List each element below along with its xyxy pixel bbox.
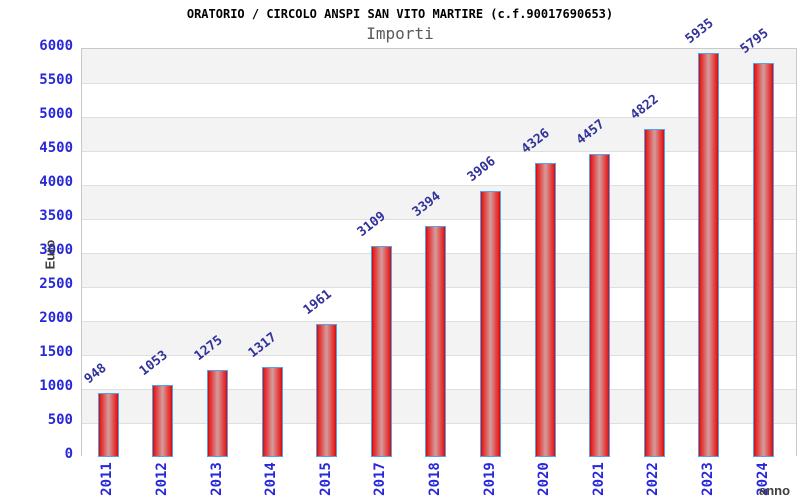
y-axis-tick-label: 2500	[39, 276, 73, 292]
y-axis-tick-label: 6000	[39, 38, 73, 54]
x-axis-tick-text: 2013	[209, 462, 225, 496]
gridline	[82, 219, 796, 220]
x-axis-tick-text: 2011	[99, 462, 115, 496]
bar	[152, 385, 173, 457]
x-axis-tick-text: 2018	[427, 462, 443, 496]
bar	[262, 367, 283, 457]
grid-band	[82, 49, 796, 83]
grid-band	[82, 83, 796, 117]
y-axis-tick-label: 5500	[39, 72, 73, 88]
bar	[644, 129, 665, 457]
y-axis-tick-label: 2000	[39, 310, 73, 326]
bar	[753, 62, 774, 457]
y-axis-tick-label: 5000	[39, 106, 73, 122]
x-axis-title: anno	[759, 483, 791, 498]
bar	[425, 226, 446, 457]
y-axis-tick-label: 1500	[39, 344, 73, 360]
y-axis-tick-label: 4500	[39, 140, 73, 156]
x-axis-tick-label: 2011	[90, 459, 124, 499]
x-axis-tick-label: 2020	[527, 459, 561, 499]
bar	[316, 323, 337, 457]
x-axis-tick-label: 2018	[418, 459, 452, 499]
y-axis-tick-label: 0	[64, 446, 73, 462]
x-axis-tick-label: 2021	[582, 459, 616, 499]
x-axis-tick-label: 2014	[254, 459, 288, 499]
y-axis-tick-label: 1000	[39, 378, 73, 394]
gridline	[82, 151, 796, 152]
x-axis-tick-text: 2019	[482, 462, 498, 496]
bar	[698, 53, 719, 457]
grid-band	[82, 185, 796, 219]
bar	[371, 245, 392, 457]
y-axis-title: Euro	[42, 239, 58, 269]
x-axis-tick-label: 2023	[691, 459, 725, 499]
y-axis-tick-label: 500	[47, 412, 73, 428]
x-axis-tick-text: 2021	[591, 462, 607, 496]
y-axis-tick-label: 3000	[39, 242, 73, 258]
gridline	[82, 83, 796, 84]
bar	[535, 162, 556, 457]
y-axis-tick-label: 3500	[39, 208, 73, 224]
x-axis-tick-label: 2017	[363, 459, 397, 499]
chart-title: ORATORIO / CIRCOLO ANSPI SAN VITO MARTIR…	[186, 7, 614, 21]
x-axis-tick-text: 2023	[700, 462, 716, 496]
x-axis-tick-label: 2022	[636, 459, 670, 499]
grid-band	[82, 117, 796, 151]
x-axis-tick-label: 2012	[145, 459, 179, 499]
y-axis-title-box: Euro	[33, 233, 67, 275]
x-axis-tick-text: 2017	[372, 462, 388, 496]
x-axis-tick-text: 2022	[645, 462, 661, 496]
bar	[480, 191, 501, 457]
bar	[207, 370, 228, 457]
plot-area	[81, 48, 797, 457]
gridline	[82, 117, 796, 118]
y-axis-tick-label: 4000	[39, 174, 73, 190]
gridline	[82, 185, 796, 186]
x-axis-tick-text: 2020	[536, 462, 552, 496]
x-axis-tick-label: 2015	[309, 459, 343, 499]
x-axis-tick-text: 2014	[263, 462, 279, 496]
bar	[589, 153, 610, 457]
x-axis-tick-text: 2015	[318, 462, 334, 496]
x-axis-tick-label: 2013	[200, 459, 234, 499]
bar	[98, 392, 119, 457]
x-axis-tick-label: 2019	[473, 459, 507, 499]
chart-subtitle: Importi	[366, 24, 434, 43]
x-axis-tick-text: 2012	[154, 462, 170, 496]
grid-band	[82, 151, 796, 185]
